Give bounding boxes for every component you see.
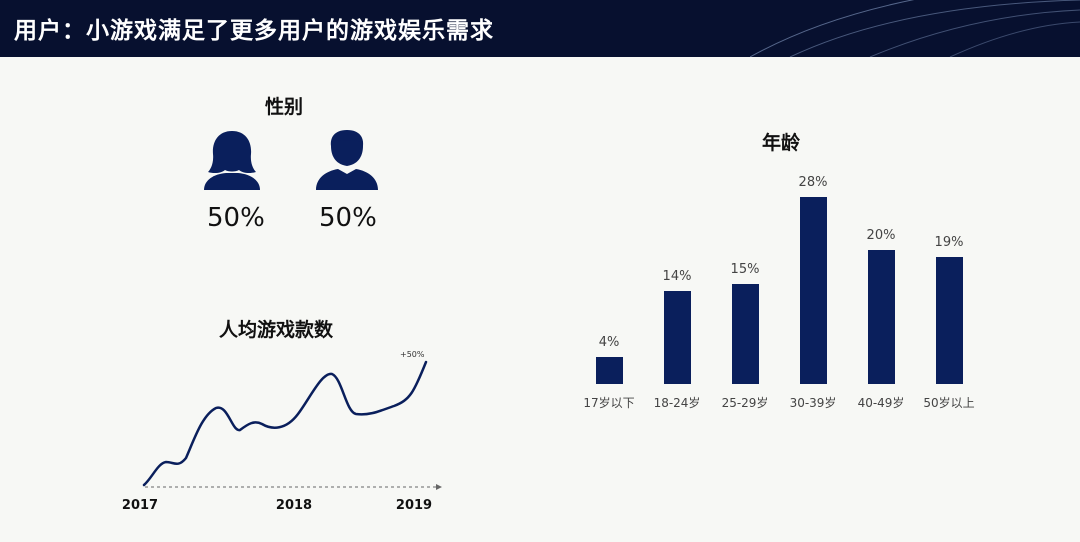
female-percentage: 50% <box>207 203 265 233</box>
age-category-label: 50岁以上 <box>923 396 975 410</box>
age-bar-30-39岁 <box>799 197 827 384</box>
age-bar-18-24岁 <box>663 290 691 384</box>
header-bar: 用户：小游戏满足了更多用户的游戏娱乐需求 <box>0 0 1080 57</box>
x-tick-2019: 2019 <box>395 498 433 513</box>
age-bar-17岁以下 <box>595 357 623 384</box>
age-category-label: 40-49岁 <box>857 396 905 410</box>
male-user-icon <box>316 130 378 190</box>
age-bar-50岁以上 <box>935 257 963 384</box>
x-tick-2017: 2017 <box>121 498 159 513</box>
age-bar-value-label: 4% <box>598 335 620 351</box>
age-bar-25-29岁 <box>731 283 759 384</box>
age-bar-40-49岁 <box>867 250 895 384</box>
age-category-label: 30-39岁 <box>789 396 837 410</box>
female-user-icon <box>204 131 260 190</box>
age-bar-value-label: 20% <box>866 228 896 244</box>
x-tick-2018: 2018 <box>275 498 313 513</box>
age-category-label: 18-24岁 <box>653 396 701 410</box>
x-axis-arrow <box>436 484 442 490</box>
age-bar-value-label: 14% <box>662 268 692 284</box>
gender-title: 性别 <box>265 96 304 118</box>
growth-annotation: +50% <box>400 350 425 359</box>
age-category-label: 17岁以下 <box>583 396 635 410</box>
age-category-label: 25-29岁 <box>721 396 769 410</box>
male-percentage: 50% <box>319 203 377 233</box>
header-decoration <box>750 0 1080 57</box>
age-chart-title: 年龄 <box>762 132 801 154</box>
games-per-user-line <box>142 360 428 487</box>
age-bar-value-label: 19% <box>934 235 964 251</box>
page-title: 用户：小游戏满足了更多用户的游戏娱乐需求 <box>14 18 494 44</box>
games-per-user-title: 人均游戏款数 <box>219 319 334 341</box>
age-bar-value-label: 15% <box>730 261 760 277</box>
age-bar-value-label: 28% <box>798 175 828 190</box>
